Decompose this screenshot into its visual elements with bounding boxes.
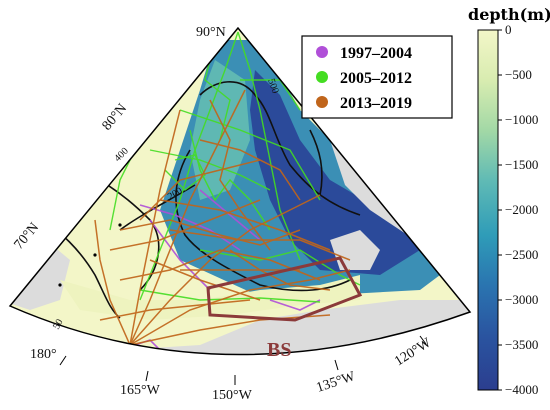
colorbar-bar	[477, 29, 499, 391]
legend-marker-2013-2019	[316, 96, 328, 108]
coastal-shelf	[60, 275, 360, 320]
lon-label-150w: 150°W	[212, 388, 253, 403]
deep-basin-core	[250, 70, 420, 275]
colorbar-tick-2500: −2500	[505, 247, 538, 262]
colorbar-tick-4000: −4000	[505, 382, 538, 397]
lon-label-180: 180°	[30, 347, 57, 362]
legend-label-2005-2012: 2005–2012	[340, 70, 412, 87]
legend: 1997–2004 2005–2012 2013–2019	[301, 35, 453, 119]
lon-label-120w: 120°W	[392, 335, 434, 369]
graticule-ticks	[59, 335, 427, 385]
colorbar-tick-1500: −1500	[505, 157, 538, 172]
land-alaska-canada	[10, 300, 470, 355]
colorbar-tick-500: −500	[505, 67, 532, 82]
legend-marker-2005-2012	[316, 71, 328, 83]
colorbar-title: depth(m)	[468, 5, 550, 24]
lat-label-80n: 80°N	[100, 101, 131, 133]
colorbar-tick-0: 0	[505, 22, 512, 37]
colorbar-tick-3000: −3000	[505, 292, 538, 307]
colorbar-tick-3500: −3500	[505, 337, 538, 352]
colorbar-tick-2000: −2000	[505, 202, 538, 217]
colorbar: depth(m) 0 −500 −1000 −1500 −2000 −2500 …	[468, 5, 550, 397]
map-border	[8, 26, 472, 356]
ridge-area	[190, 60, 250, 200]
bs-region-outline	[206, 256, 363, 322]
lon-label-165w: 165°W	[120, 383, 161, 398]
lat-label-70n: 70°N	[12, 220, 43, 252]
contour-label-50: 50	[51, 317, 66, 331]
colorbar-ticks	[498, 29, 502, 391]
region-label-bs: BS	[267, 339, 291, 361]
lat-label-90n: 90°N	[196, 25, 226, 40]
colorbar-tick-1000: −1000	[505, 112, 538, 127]
contour-label-500: 500	[265, 77, 280, 95]
legend-label-2013-2019: 2013–2019	[340, 95, 412, 112]
legend-label-1997-2004: 1997–2004	[340, 45, 412, 62]
legend-marker-1997-2004	[316, 46, 328, 58]
tracks-2013-2019	[94, 89, 351, 346]
lon-label-135w: 135°W	[315, 369, 358, 396]
